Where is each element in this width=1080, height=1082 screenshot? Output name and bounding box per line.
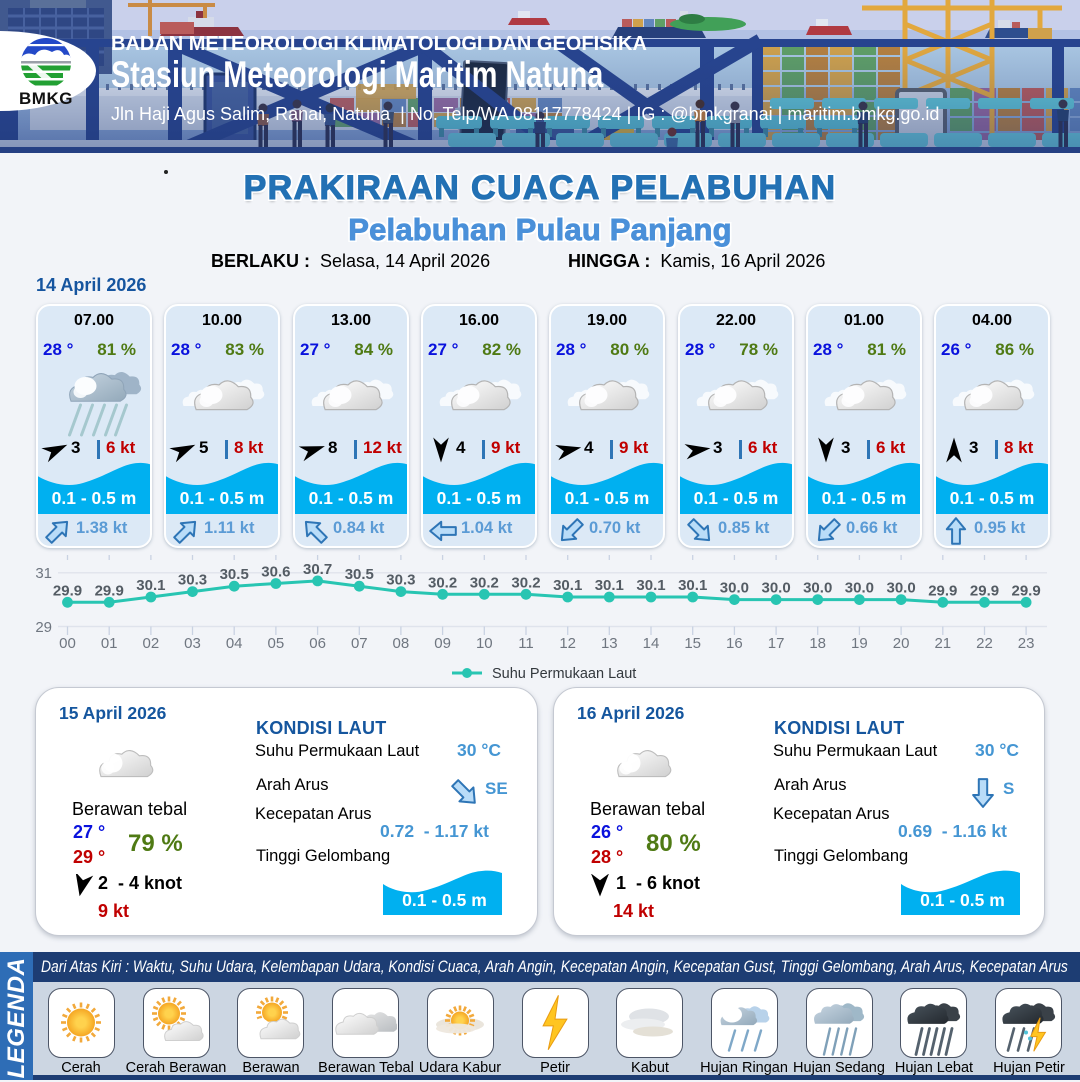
svg-text:30.3: 30.3 (178, 572, 207, 589)
svg-text:02: 02 (143, 635, 160, 652)
svg-text:12: 12 (559, 635, 576, 652)
svg-text:29.9: 29.9 (1011, 582, 1040, 599)
svg-text:BMKG: BMKG (19, 89, 73, 108)
svg-text:22: 22 (976, 635, 993, 652)
svg-text:04: 04 (226, 635, 243, 652)
svg-text:30.3: 30.3 (386, 572, 415, 589)
svg-text:30.5: 30.5 (345, 566, 374, 583)
svg-text:30.5: 30.5 (220, 566, 249, 583)
svg-text:17: 17 (768, 635, 785, 652)
svg-text:05: 05 (268, 635, 285, 652)
svg-text:08: 08 (393, 635, 410, 652)
svg-text:30.1: 30.1 (595, 577, 624, 594)
svg-text:14: 14 (643, 635, 660, 652)
svg-text:21: 21 (934, 635, 951, 652)
svg-text:30.6: 30.6 (261, 564, 290, 581)
svg-text:01: 01 (101, 635, 118, 652)
svg-text:0.1 - 0.5 m: 0.1 - 0.5 m (402, 890, 487, 910)
svg-text:30.0: 30.0 (803, 580, 832, 597)
svg-text:30.0: 30.0 (720, 580, 749, 597)
svg-text:30.0: 30.0 (761, 580, 790, 597)
svg-text:09: 09 (434, 635, 451, 652)
svg-text:06: 06 (309, 635, 326, 652)
svg-text:30.2: 30.2 (428, 574, 457, 591)
svg-text:30.1: 30.1 (136, 577, 165, 594)
svg-text:16: 16 (726, 635, 743, 652)
svg-text:29.9: 29.9 (53, 582, 82, 599)
svg-text:31: 31 (35, 565, 52, 582)
svg-text:03: 03 (184, 635, 201, 652)
svg-text:13: 13 (601, 635, 618, 652)
svg-text:29: 29 (35, 619, 52, 636)
svg-text:Suhu Permukaan Laut: Suhu Permukaan Laut (492, 666, 636, 682)
svg-text:30.7: 30.7 (303, 561, 332, 578)
svg-text:0.1 - 0.5 m: 0.1 - 0.5 m (920, 890, 1005, 910)
svg-text:30.2: 30.2 (470, 574, 499, 591)
svg-text:10: 10 (476, 635, 493, 652)
svg-text:15: 15 (684, 635, 701, 652)
svg-text:00: 00 (59, 635, 76, 652)
svg-text:23: 23 (1018, 635, 1035, 652)
svg-text:18: 18 (809, 635, 826, 652)
svg-text:29.9: 29.9 (928, 582, 957, 599)
svg-text:19: 19 (851, 635, 868, 652)
svg-text:30.2: 30.2 (511, 574, 540, 591)
svg-text:30.0: 30.0 (886, 580, 915, 597)
svg-text:20: 20 (893, 635, 910, 652)
svg-text:11: 11 (518, 635, 534, 652)
svg-text:29.9: 29.9 (95, 582, 124, 599)
svg-text:30.1: 30.1 (553, 577, 582, 594)
svg-text:30.1: 30.1 (636, 577, 665, 594)
svg-text:29.9: 29.9 (970, 582, 999, 599)
svg-text:07: 07 (351, 635, 368, 652)
svg-text:30.1: 30.1 (678, 577, 707, 594)
svg-text:30.0: 30.0 (845, 580, 874, 597)
